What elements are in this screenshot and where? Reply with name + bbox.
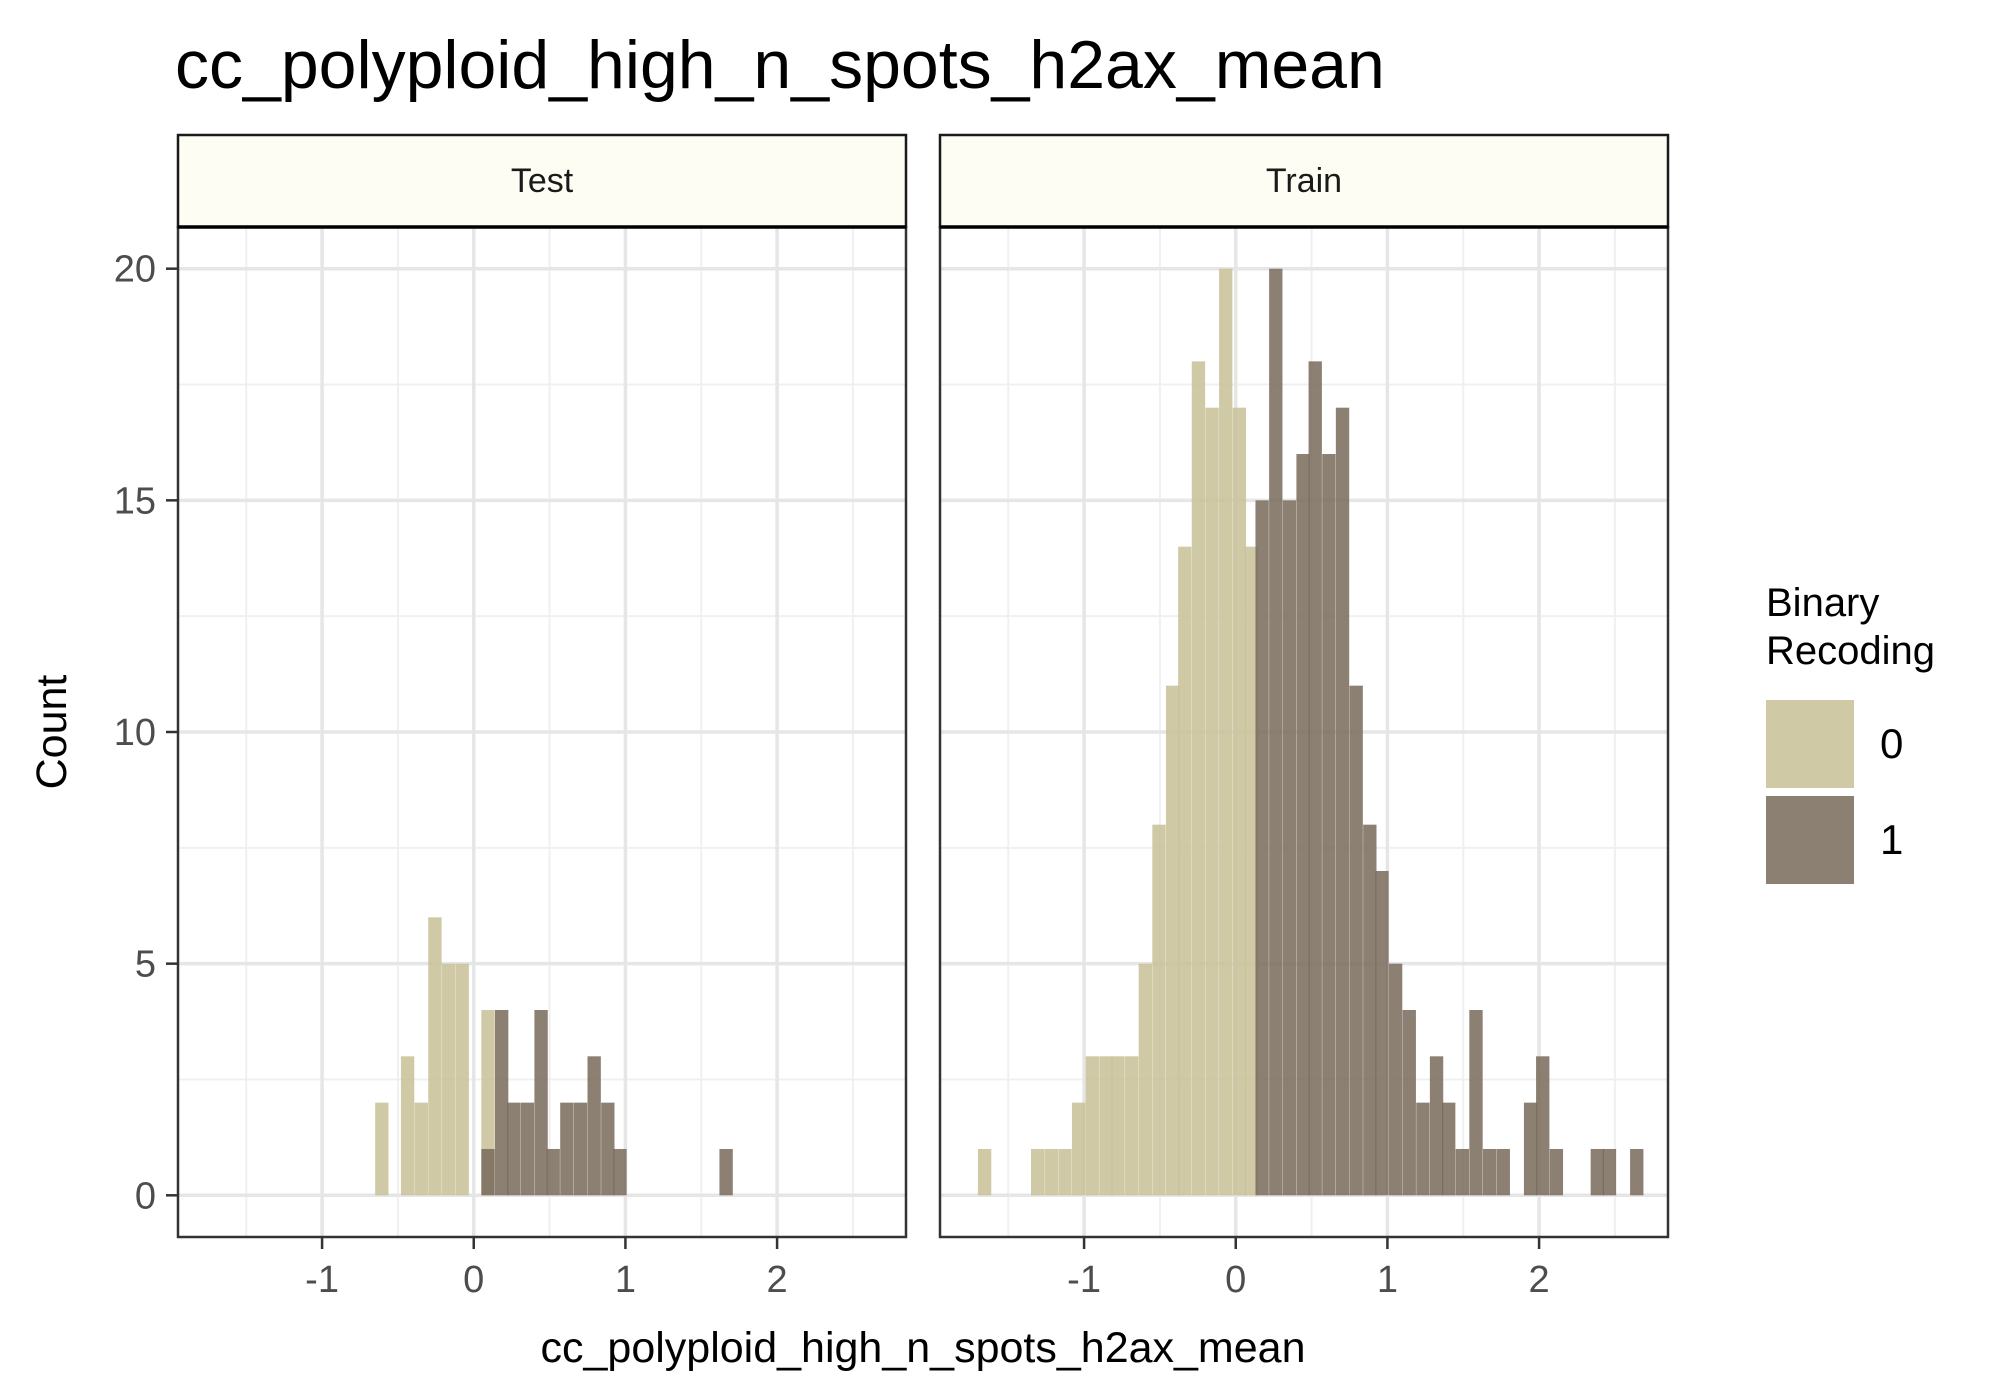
histogram-bar bbox=[1165, 685, 1180, 1196]
histogram-bar bbox=[1402, 1009, 1416, 1196]
histogram-bar bbox=[1282, 500, 1297, 1196]
x-tick-label: 0 bbox=[1225, 1259, 1246, 1301]
histogram-bar bbox=[1255, 500, 1269, 1196]
histogram-bar bbox=[1125, 1056, 1139, 1196]
histogram-bar bbox=[1523, 1102, 1538, 1196]
histogram-bar bbox=[546, 1148, 560, 1196]
facet-strip bbox=[938, 133, 1670, 229]
histogram-bar bbox=[560, 1102, 574, 1196]
y-tick-label: 20 bbox=[114, 249, 156, 291]
x-tick-label: 2 bbox=[767, 1259, 788, 1301]
y-tick-label: 10 bbox=[114, 712, 156, 754]
histogram-bar bbox=[481, 1009, 495, 1196]
histogram-bar bbox=[1085, 1056, 1099, 1196]
histogram-bar bbox=[1590, 1148, 1604, 1196]
legend-title: Binary bbox=[1766, 581, 1879, 625]
histogram-bar bbox=[1178, 546, 1192, 1196]
histogram-bar bbox=[507, 1102, 521, 1196]
histogram-bar bbox=[1536, 1056, 1550, 1196]
x-tick-label: 2 bbox=[1529, 1259, 1550, 1301]
histogram-bar bbox=[587, 1056, 601, 1196]
histogram-bar bbox=[613, 1148, 627, 1196]
histogram-bar bbox=[1152, 824, 1166, 1196]
histogram-bar bbox=[719, 1148, 733, 1196]
histogram-bar bbox=[481, 1148, 495, 1196]
histogram-bar bbox=[1058, 1148, 1072, 1196]
histogram-bar bbox=[1375, 870, 1389, 1196]
x-tick-label: 1 bbox=[615, 1259, 636, 1301]
histogram-bar bbox=[1496, 1148, 1510, 1196]
histogram-bar bbox=[375, 1102, 389, 1196]
x-axis-label: cc_polyploid_high_n_spots_h2ax_mean bbox=[540, 1324, 1305, 1372]
histogram-bar bbox=[1416, 1102, 1430, 1196]
histogram-bar bbox=[534, 1009, 548, 1196]
series-0 bbox=[977, 268, 1259, 1196]
histogram-bar bbox=[1442, 1102, 1456, 1196]
histogram-bar bbox=[1031, 1148, 1045, 1196]
series-0 bbox=[375, 917, 495, 1196]
histogram-bar bbox=[1308, 361, 1322, 1196]
histogram-bar bbox=[977, 1148, 992, 1196]
histogram-bar bbox=[1469, 1009, 1483, 1196]
histogram-bar bbox=[455, 963, 469, 1196]
histogram-bar bbox=[573, 1102, 588, 1196]
histogram-bar bbox=[601, 1102, 615, 1196]
histogram-bar bbox=[1602, 1148, 1617, 1196]
histogram-bar bbox=[1349, 685, 1363, 1196]
histogram-bar bbox=[1335, 407, 1350, 1196]
chart-title: cc_polyploid_high_n_spots_h2ax_mean bbox=[175, 27, 1385, 103]
series-1 bbox=[481, 1009, 733, 1196]
legend-label-0: 0 bbox=[1880, 720, 1903, 767]
legend-label-1: 1 bbox=[1880, 816, 1903, 863]
facet-panel-train: Train -1 0 1 2 bbox=[938, 133, 1670, 1301]
y-tick-label: 15 bbox=[114, 480, 156, 522]
histogram-bar bbox=[1363, 824, 1377, 1196]
histogram-bar bbox=[1219, 268, 1233, 1196]
facet-strip-label: Train bbox=[1266, 162, 1342, 200]
histogram-bar bbox=[1269, 268, 1283, 1196]
histogram-bar bbox=[1071, 1102, 1086, 1196]
legend-title: Recoding bbox=[1766, 629, 1935, 673]
facet-strip-label: Test bbox=[511, 162, 574, 200]
histogram-bar bbox=[520, 1102, 535, 1196]
histogram-bar bbox=[1630, 1148, 1644, 1196]
histogram-bar bbox=[1044, 1148, 1058, 1196]
x-tick-label: 0 bbox=[463, 1259, 484, 1301]
histogram-bar bbox=[1138, 963, 1153, 1196]
x-tick-label: -1 bbox=[305, 1259, 339, 1301]
histogram-bar bbox=[494, 1009, 509, 1196]
histogram-bar bbox=[1244, 546, 1259, 1196]
histogram-bar bbox=[1099, 1056, 1113, 1196]
histogram-bar bbox=[1429, 1056, 1444, 1196]
legend-swatch-1 bbox=[1766, 796, 1854, 884]
legend-swatch-0 bbox=[1766, 700, 1854, 788]
x-tick-label: 1 bbox=[1377, 1259, 1398, 1301]
facet-strip bbox=[176, 133, 908, 229]
histogram-bar bbox=[428, 917, 442, 1196]
histogram-bar bbox=[441, 963, 456, 1196]
y-axis-label: Count bbox=[28, 675, 76, 790]
histogram-bar bbox=[1232, 407, 1247, 1196]
histogram-bar bbox=[1111, 1056, 1125, 1196]
histogram-bar bbox=[1191, 361, 1206, 1196]
y-tick-label: 5 bbox=[135, 944, 156, 986]
histogram-bar bbox=[414, 1102, 428, 1196]
histogram-bar bbox=[400, 1056, 415, 1196]
histogram-bar bbox=[1549, 1148, 1564, 1196]
histogram-bar bbox=[1296, 454, 1310, 1196]
histogram-bar bbox=[1388, 963, 1403, 1196]
series-1 bbox=[1255, 268, 1644, 1196]
histogram-bar bbox=[1205, 407, 1219, 1196]
histogram-bar bbox=[1455, 1148, 1470, 1196]
x-tick-label: -1 bbox=[1067, 1259, 1101, 1301]
histogram-bar bbox=[1482, 1148, 1497, 1196]
histogram-bar bbox=[1322, 454, 1336, 1196]
y-tick-label: 0 bbox=[135, 1175, 156, 1217]
